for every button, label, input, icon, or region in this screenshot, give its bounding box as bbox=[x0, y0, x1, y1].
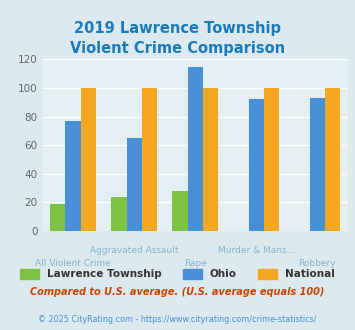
Text: Rape: Rape bbox=[184, 259, 207, 268]
Text: Aggravated Assault: Aggravated Assault bbox=[90, 246, 179, 255]
Bar bbox=[173, 191, 187, 231]
Text: Robbery: Robbery bbox=[299, 259, 336, 268]
Text: All Violent Crime: All Violent Crime bbox=[35, 259, 111, 268]
Bar bbox=[142, 88, 157, 231]
Bar bbox=[111, 197, 126, 231]
Bar bbox=[81, 88, 96, 231]
Bar bbox=[66, 121, 81, 231]
Text: Compared to U.S. average. (U.S. average equals 100): Compared to U.S. average. (U.S. average … bbox=[30, 287, 325, 297]
Text: © 2025 CityRating.com - https://www.cityrating.com/crime-statistics/: © 2025 CityRating.com - https://www.city… bbox=[38, 315, 317, 324]
Legend: Lawrence Township, Ohio, National: Lawrence Township, Ohio, National bbox=[20, 269, 335, 280]
Bar bbox=[203, 88, 218, 231]
Text: 2019 Lawrence Township
Violent Crime Comparison: 2019 Lawrence Township Violent Crime Com… bbox=[70, 21, 285, 56]
Bar bbox=[325, 88, 340, 231]
Bar bbox=[264, 88, 279, 231]
Bar bbox=[50, 204, 66, 231]
Bar bbox=[248, 99, 264, 231]
Text: Murder & Mans...: Murder & Mans... bbox=[218, 246, 295, 255]
Bar bbox=[188, 67, 203, 231]
Bar bbox=[310, 98, 325, 231]
Bar bbox=[126, 138, 142, 231]
